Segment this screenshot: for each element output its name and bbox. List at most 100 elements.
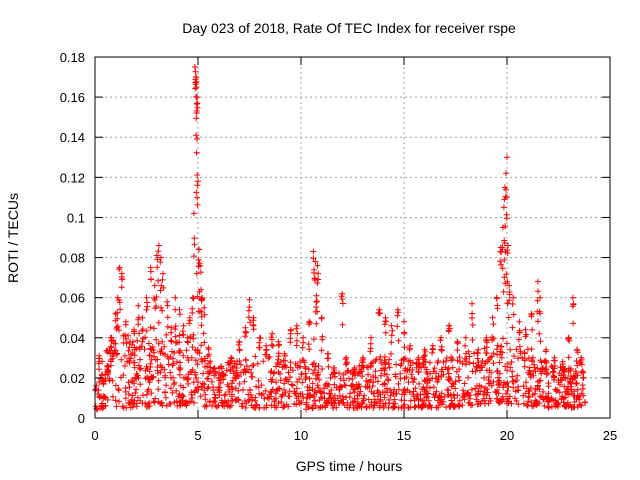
data-point	[460, 390, 467, 397]
data-point	[370, 373, 377, 380]
data-point	[455, 373, 462, 380]
x-tick-label: 25	[603, 428, 617, 443]
data-point	[201, 304, 208, 311]
data-point	[537, 338, 544, 345]
data-point	[187, 317, 193, 324]
data-point	[475, 390, 482, 397]
data-point	[499, 246, 506, 253]
data-point	[360, 395, 367, 402]
data-point	[263, 351, 270, 358]
data-point	[154, 256, 161, 263]
data-point	[122, 395, 129, 402]
data-point	[211, 372, 218, 379]
data-point	[391, 386, 397, 393]
data-point	[101, 393, 108, 400]
data-point	[494, 351, 501, 358]
data-point	[478, 383, 485, 390]
data-point	[161, 343, 168, 350]
data-point	[152, 395, 159, 402]
data-point	[187, 333, 193, 340]
data-point	[429, 375, 436, 382]
data-point	[489, 314, 496, 321]
data-point	[388, 322, 395, 329]
data-point	[193, 132, 200, 139]
data-point	[118, 356, 125, 363]
data-point	[422, 402, 429, 408]
data-point	[343, 354, 350, 361]
data-point	[202, 363, 208, 370]
data-point	[496, 377, 503, 384]
data-point	[481, 375, 488, 381]
data-point	[135, 362, 142, 369]
data-point	[522, 356, 528, 363]
data-point	[401, 318, 407, 325]
data-point	[383, 385, 390, 392]
data-point	[365, 379, 371, 386]
data-point	[242, 356, 249, 363]
data-point	[515, 336, 522, 343]
data-point	[454, 340, 461, 347]
data-point	[357, 369, 363, 376]
data-point	[521, 363, 528, 370]
data-point	[487, 354, 494, 361]
data-point	[305, 387, 312, 394]
data-point	[302, 365, 309, 372]
data-point	[147, 276, 154, 283]
data-point	[507, 364, 514, 371]
data-point	[466, 359, 473, 366]
data-point	[96, 394, 103, 401]
data-point	[443, 404, 450, 411]
data-point	[143, 306, 150, 313]
data-point	[160, 284, 167, 291]
data-point	[93, 382, 100, 389]
data-point	[172, 333, 179, 340]
data-point	[172, 323, 179, 330]
data-point	[192, 68, 199, 75]
data-point	[154, 367, 161, 374]
data-point	[421, 353, 427, 360]
data-point	[498, 261, 504, 268]
data-point	[515, 383, 522, 390]
data-point	[237, 361, 244, 368]
data-point	[151, 325, 157, 332]
data-point	[495, 378, 502, 385]
data-point	[470, 360, 477, 367]
data-point	[115, 387, 122, 394]
data-point	[446, 325, 453, 332]
data-point	[365, 396, 372, 403]
data-point	[521, 350, 528, 357]
data-point	[184, 354, 191, 361]
data-point	[501, 274, 508, 281]
data-point	[147, 324, 154, 331]
data-point	[505, 314, 512, 321]
data-point	[433, 388, 440, 395]
data-point	[494, 368, 501, 374]
data-point	[550, 368, 557, 375]
data-point	[224, 403, 231, 410]
data-point	[276, 341, 283, 348]
data-point	[325, 350, 332, 357]
data-point	[304, 394, 311, 401]
data-point	[185, 371, 192, 378]
data-point	[133, 386, 140, 393]
data-point	[116, 398, 122, 405]
data-point	[274, 360, 281, 366]
data-point	[131, 364, 138, 371]
data-point	[420, 361, 427, 368]
data-point	[545, 380, 552, 387]
data-point	[570, 320, 577, 327]
data-point	[176, 339, 183, 346]
data-point	[443, 358, 450, 364]
data-point	[370, 404, 377, 411]
data-point	[427, 384, 433, 391]
data-point	[332, 397, 339, 404]
data-point	[387, 392, 394, 399]
data-point	[515, 401, 522, 408]
data-point	[560, 399, 567, 406]
data-point	[505, 242, 511, 249]
data-point	[410, 379, 417, 386]
data-point	[123, 340, 130, 347]
data-point	[429, 345, 436, 352]
data-point	[407, 404, 414, 411]
data-point	[124, 358, 130, 365]
